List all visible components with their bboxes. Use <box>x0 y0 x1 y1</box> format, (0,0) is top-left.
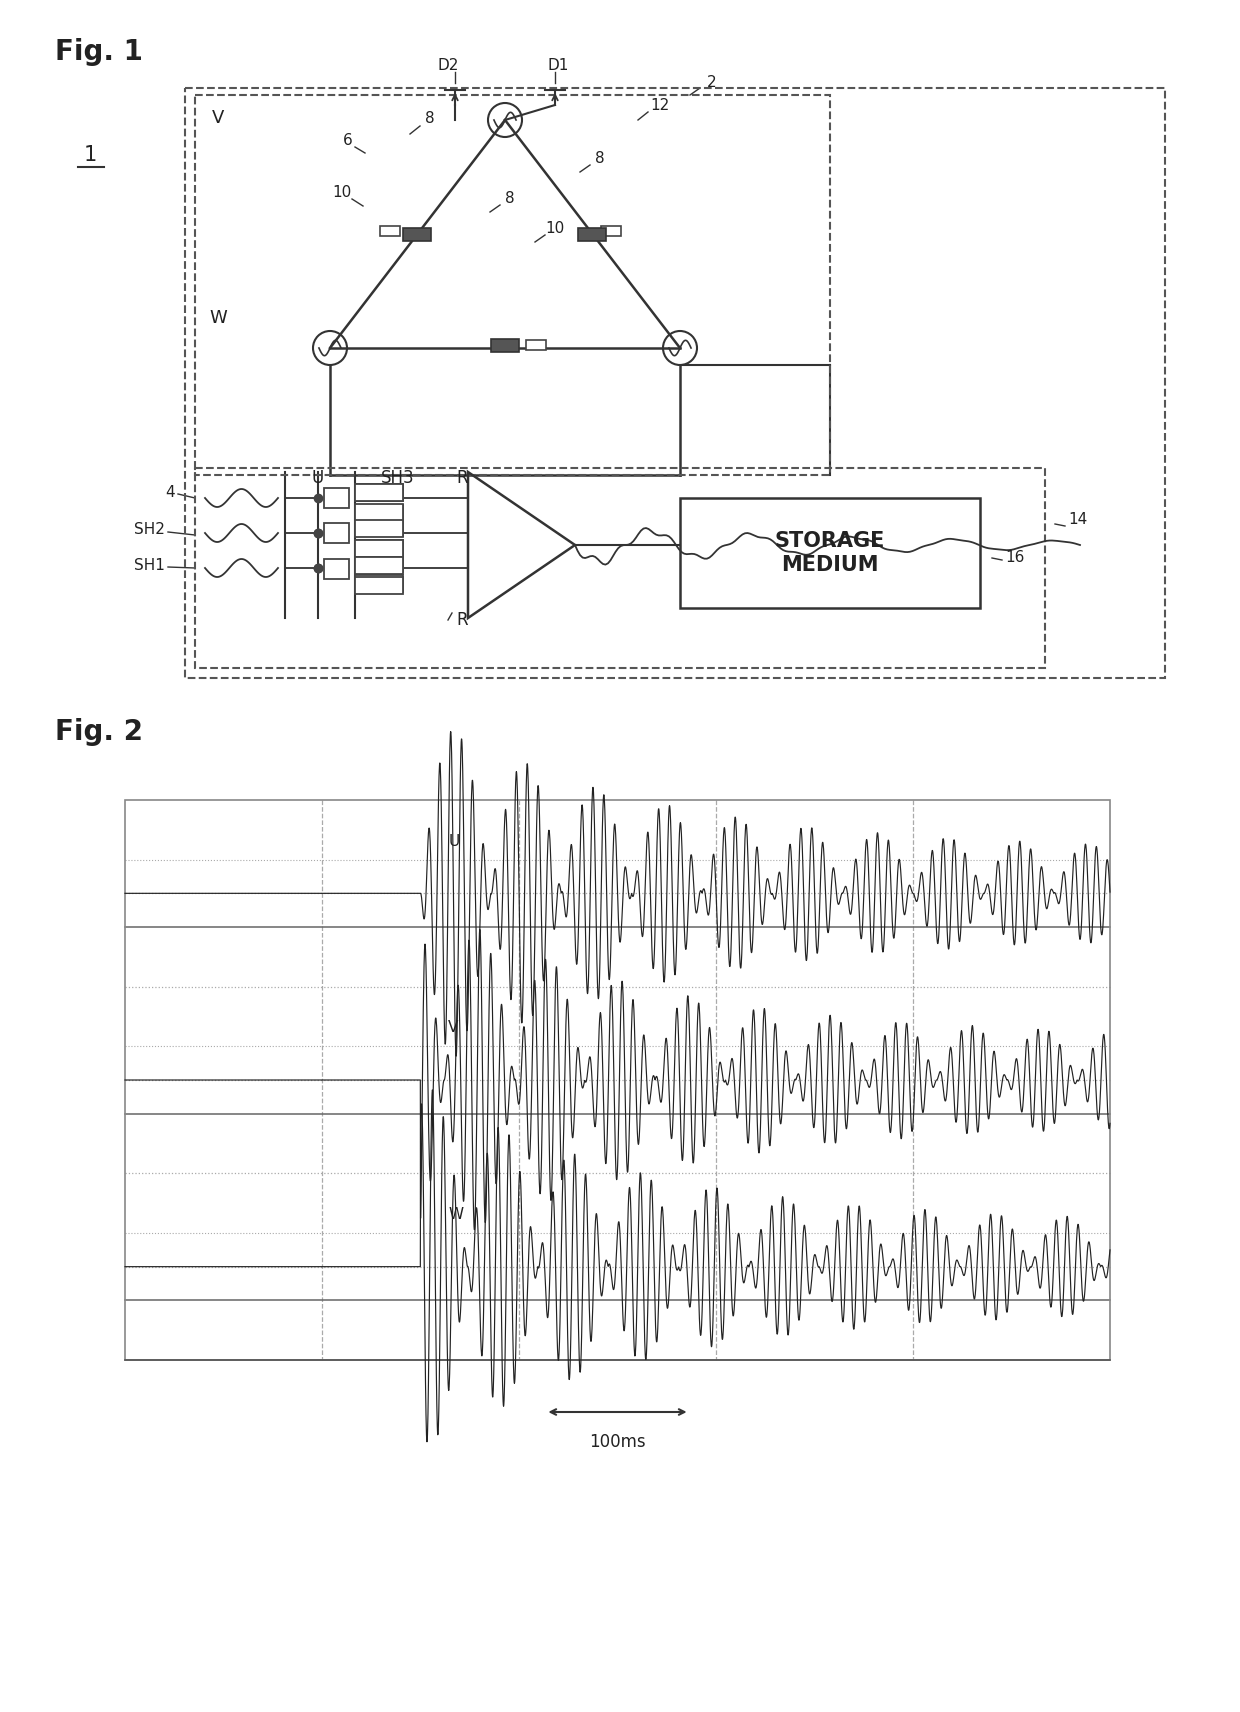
Text: 4: 4 <box>165 484 175 500</box>
Bar <box>355 575 403 592</box>
Bar <box>185 87 1166 678</box>
Text: R: R <box>456 469 467 486</box>
Text: 8: 8 <box>505 190 515 205</box>
Bar <box>526 341 546 349</box>
Text: W: W <box>210 308 227 327</box>
Bar <box>355 519 403 536</box>
Text: 2: 2 <box>707 75 717 89</box>
Bar <box>324 522 348 543</box>
Bar <box>355 503 403 520</box>
Text: SH3: SH3 <box>381 469 415 486</box>
Text: D2: D2 <box>438 58 459 72</box>
Bar <box>195 467 1045 668</box>
Bar <box>324 560 348 579</box>
Text: 10: 10 <box>332 185 352 200</box>
Bar <box>355 520 403 538</box>
Text: V: V <box>448 1020 459 1036</box>
Text: 10: 10 <box>546 221 564 236</box>
Bar <box>355 539 403 556</box>
Text: 100ms: 100ms <box>589 1433 646 1452</box>
Bar <box>355 484 403 502</box>
Text: Fig. 1: Fig. 1 <box>55 38 143 67</box>
Text: U: U <box>312 469 324 486</box>
Text: SH2: SH2 <box>134 522 165 538</box>
Bar <box>355 556 403 574</box>
Bar <box>491 339 520 353</box>
Text: 16: 16 <box>1004 551 1024 565</box>
Text: V: V <box>212 110 224 127</box>
Text: 6: 6 <box>343 132 353 147</box>
Text: 14: 14 <box>1068 512 1087 527</box>
Bar <box>324 488 348 508</box>
Bar <box>355 539 403 556</box>
Text: U: U <box>448 834 460 849</box>
Text: 12: 12 <box>650 98 670 113</box>
Bar <box>379 226 399 236</box>
Text: R: R <box>456 611 467 628</box>
Bar <box>578 228 605 241</box>
Bar <box>355 555 403 572</box>
Text: 1: 1 <box>83 146 97 164</box>
Text: 8: 8 <box>425 111 435 125</box>
Bar <box>355 505 403 522</box>
Bar <box>680 498 980 608</box>
Text: SH1: SH1 <box>134 558 165 572</box>
Text: STORAGE
MEDIUM: STORAGE MEDIUM <box>775 531 885 575</box>
Bar <box>403 228 430 241</box>
Bar <box>600 226 620 236</box>
Bar <box>355 484 403 502</box>
Text: W: W <box>448 1207 464 1222</box>
Text: D1: D1 <box>547 58 569 72</box>
Bar <box>125 800 1110 1359</box>
Text: 8: 8 <box>595 151 605 166</box>
Bar <box>195 94 830 474</box>
Text: Fig. 2: Fig. 2 <box>55 717 143 746</box>
Bar <box>355 577 403 594</box>
